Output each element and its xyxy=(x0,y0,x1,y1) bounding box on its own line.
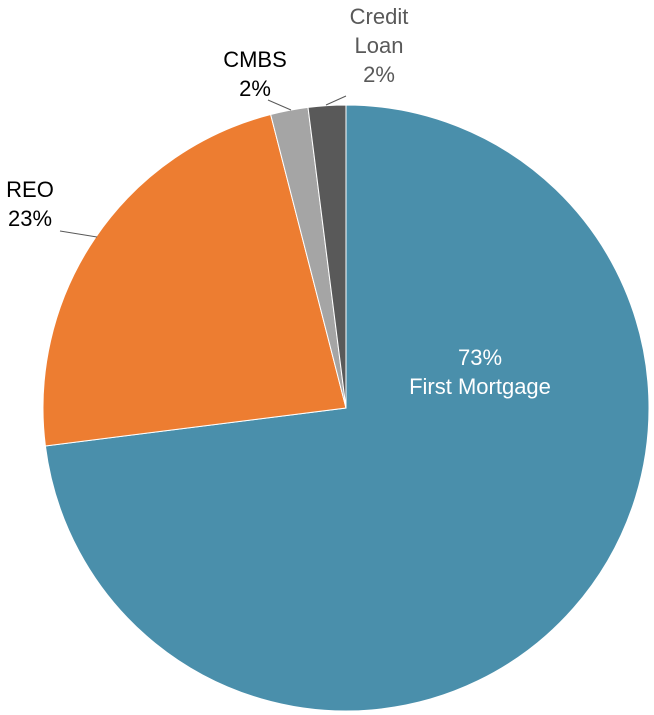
pie-slice xyxy=(42,113,347,447)
slice-label: CMBS 2% xyxy=(205,45,305,103)
value-label: 23% xyxy=(7,206,53,231)
leader-line xyxy=(59,230,98,238)
value-label: 73% xyxy=(457,345,503,370)
category-label: First Mortgage xyxy=(409,374,551,399)
value-label: 2% xyxy=(363,62,395,87)
category-label: CMBS xyxy=(223,47,287,72)
category-label: REO xyxy=(6,177,54,202)
leader-line xyxy=(325,95,347,106)
slice-label: REO 23% xyxy=(0,175,70,233)
category-label: Credit Loan xyxy=(349,4,409,58)
pie-slice xyxy=(307,104,347,409)
slice-label: Credit Loan 2% xyxy=(330,2,428,89)
pie-slice xyxy=(44,104,650,712)
leader-line xyxy=(267,99,292,111)
slice-label: 73% First Mortgage xyxy=(380,343,580,401)
value-label: 2% xyxy=(239,76,271,101)
